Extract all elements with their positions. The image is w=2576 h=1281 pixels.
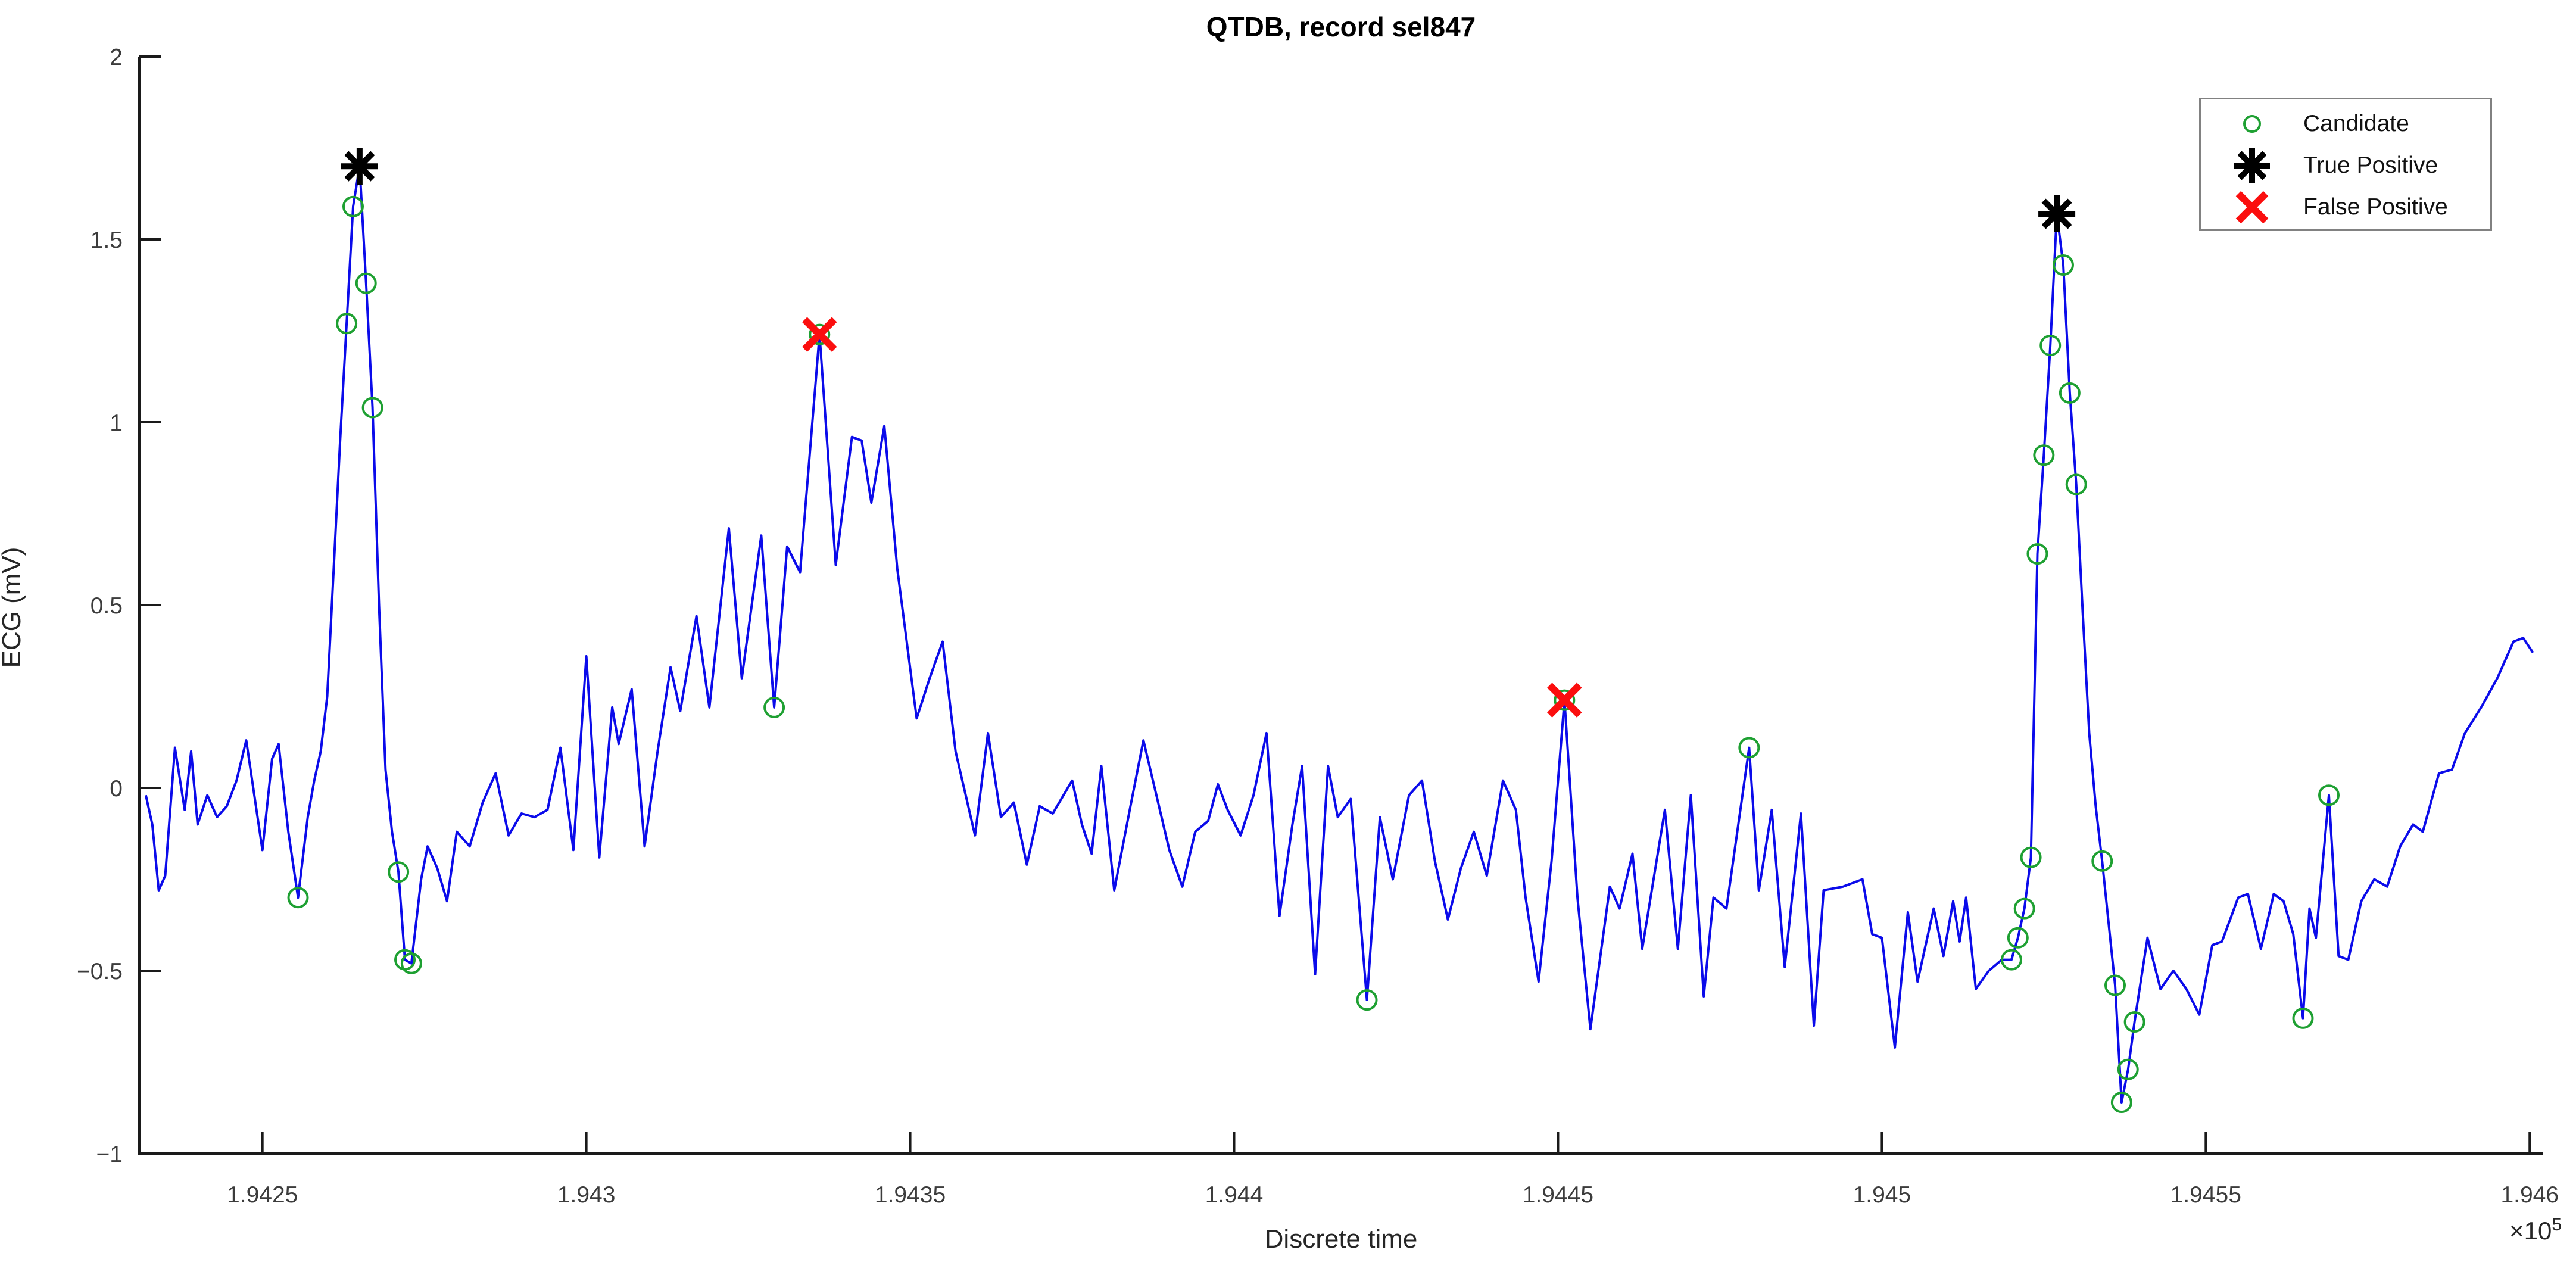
- ecg-signal-line: [144, 165, 2534, 1104]
- asterisk-icon: [2201, 143, 2303, 188]
- chart-title: QTDB, record sel847: [1206, 11, 1476, 42]
- legend-label: True Positive: [2303, 152, 2438, 178]
- y-tick-label: 1.5: [91, 227, 123, 253]
- legend-item-true-positive: True Positive: [2201, 145, 2490, 186]
- y-tick-label: 0.5: [91, 593, 123, 619]
- x-tick-label: 1.9425: [227, 1182, 298, 1208]
- circle-icon: [2201, 101, 2303, 147]
- x-axis-label: Discrete time: [1264, 1224, 1418, 1254]
- false-positive-markers: [802, 317, 1582, 718]
- y-tick-label: 2: [110, 45, 123, 70]
- x-tick-label: 1.944: [1205, 1182, 1264, 1208]
- y-tick-label: −1: [96, 1142, 123, 1167]
- x-tick-label: 1.943: [557, 1182, 616, 1208]
- legend-item-candidate: Candidate: [2201, 103, 2490, 145]
- legend: Candidate True Positive False Positive: [2199, 98, 2492, 231]
- y-axis: −1 −0.5 0 0.5 1 1.5 2: [77, 45, 161, 1167]
- x-axis-multiplier: ×105: [2509, 1215, 2562, 1245]
- x-tick-label: 1.946: [2500, 1182, 2559, 1208]
- x-axis-multiplier-exponent: 5: [2552, 1215, 2562, 1235]
- x-tick-label: 1.9455: [2170, 1182, 2241, 1208]
- y-tick-label: −0.5: [77, 959, 123, 984]
- x-icon: [2201, 185, 2303, 230]
- legend-label: Candidate: [2303, 111, 2409, 136]
- true-positive-markers: [341, 148, 2076, 233]
- x-tick-label: 1.9435: [875, 1182, 946, 1208]
- y-axis-label: ECG (mV): [0, 547, 26, 668]
- x-tick-label: 1.9445: [1523, 1182, 1593, 1208]
- y-tick-label: 1: [110, 410, 123, 436]
- x-axis-multiplier-base: ×10: [2509, 1217, 2552, 1245]
- y-tick-label: 0: [110, 776, 123, 802]
- legend-label: False Positive: [2303, 194, 2448, 220]
- x-axis: 1.9425 1.943 1.9435 1.944 1.9445 1.945 1.9455 1…: [138, 1132, 2559, 1208]
- x-tick-label: 1.945: [1853, 1182, 1911, 1208]
- legend-item-false-positive: False Positive: [2201, 186, 2490, 228]
- candidate-markers: [287, 195, 2340, 1114]
